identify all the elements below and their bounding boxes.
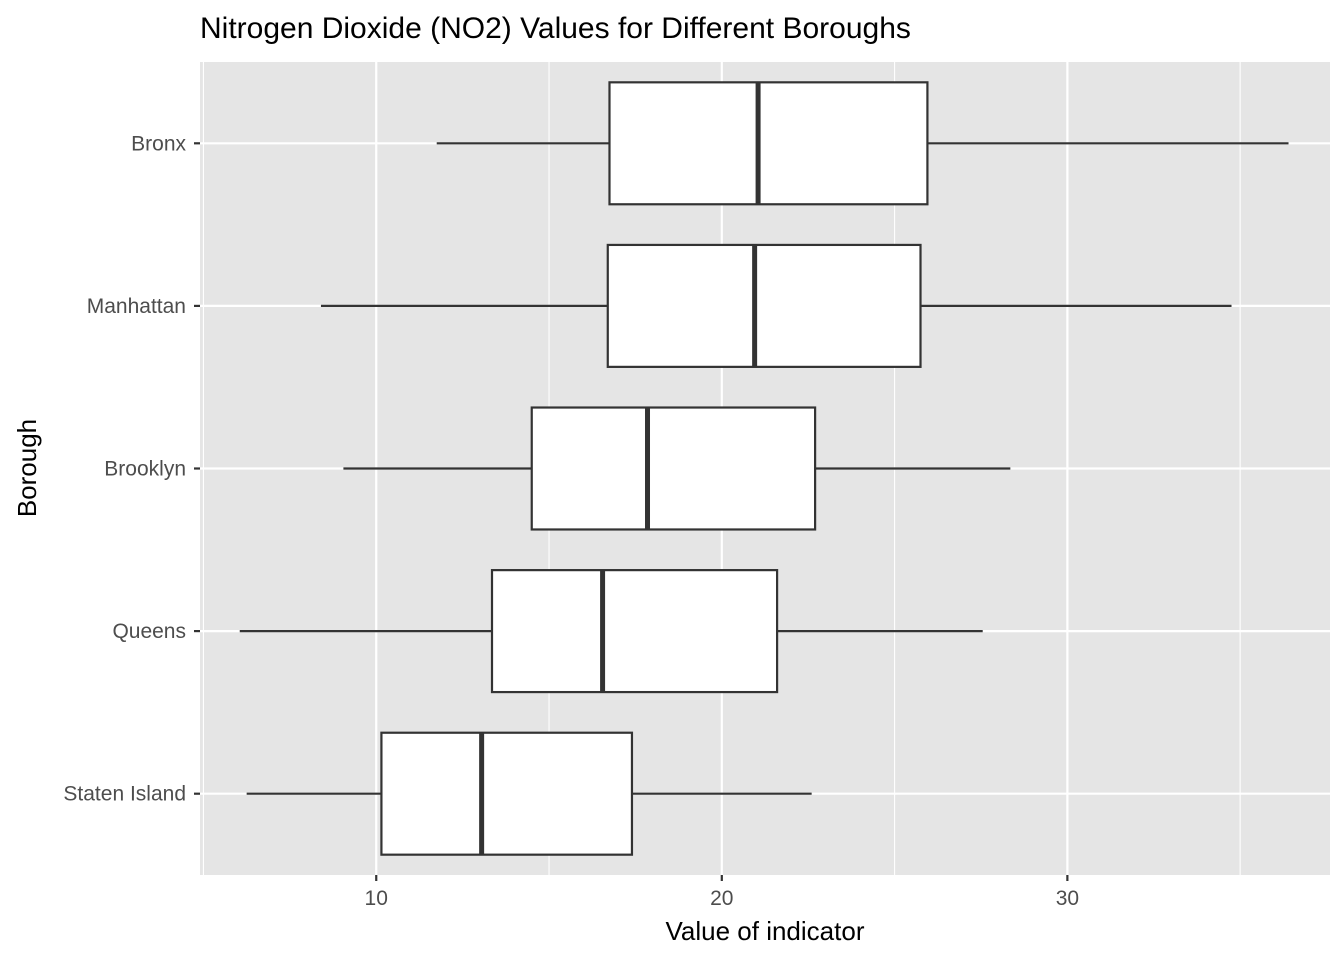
x-axis: 10 20 30 xyxy=(365,875,1079,910)
y-tick-label: Staten Island xyxy=(63,783,186,806)
y-axis-title: Borough xyxy=(12,419,42,517)
y-tick-label: Brooklyn xyxy=(104,458,186,481)
y-tick-label: Manhattan xyxy=(87,295,186,318)
x-tick-label: 20 xyxy=(710,887,733,910)
y-tick-label: Bronx xyxy=(131,132,186,155)
x-tick-label: 30 xyxy=(1056,887,1079,910)
iqr-box xyxy=(380,731,634,856)
box-staten-island xyxy=(246,731,812,856)
x-tick-label: 10 xyxy=(365,887,388,910)
box-bronx xyxy=(436,81,1289,206)
box-manhattan xyxy=(320,243,1232,368)
iqr-box xyxy=(490,569,779,694)
iqr-box xyxy=(608,81,929,206)
chart-title: Nitrogen Dioxide (NO2) Values for Differ… xyxy=(200,12,911,45)
box-queens xyxy=(239,569,983,694)
box-brooklyn xyxy=(343,406,1011,531)
x-axis-title: Value of indicator xyxy=(666,916,865,946)
y-axis: Bronx Manhattan Brooklyn Queens Staten Islan… xyxy=(63,132,200,806)
boxplot-boxes xyxy=(239,81,1289,856)
y-tick-label: Queens xyxy=(112,620,186,643)
iqr-box xyxy=(530,406,817,531)
iqr-box xyxy=(606,243,922,368)
